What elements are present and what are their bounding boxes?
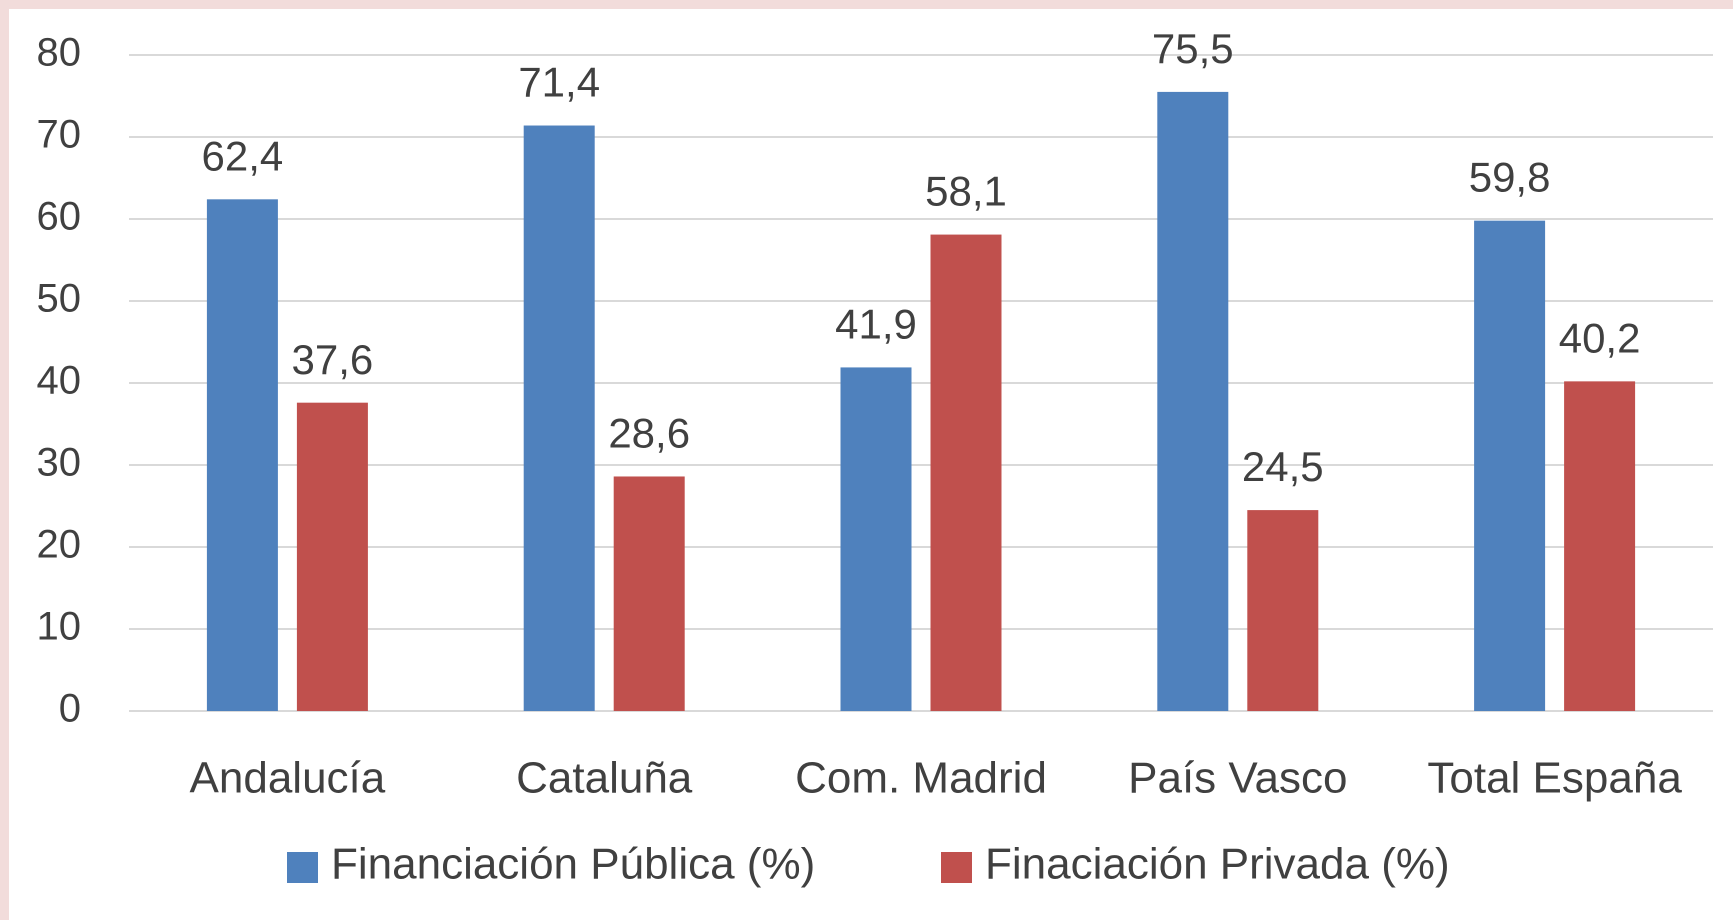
- x-tick-label: Com. Madrid: [795, 754, 1047, 803]
- bar: [613, 476, 685, 711]
- bar: [1247, 510, 1319, 711]
- bar: [1474, 220, 1546, 711]
- legend-label: Finaciación Privada (%): [985, 840, 1450, 889]
- y-tick-label: 40: [37, 359, 82, 403]
- data-label: 71,4: [518, 59, 600, 106]
- legend-label: Financiación Pública (%): [331, 840, 815, 889]
- y-tick-label: 80: [37, 31, 82, 75]
- bar: [296, 402, 368, 711]
- frame-top: [0, 0, 1733, 9]
- data-label: 37,6: [292, 336, 374, 383]
- data-label: 58,1: [925, 168, 1007, 215]
- data-label: 40,2: [1559, 314, 1641, 361]
- frame-left: [0, 0, 9, 920]
- y-tick-label: 20: [37, 523, 82, 567]
- data-label: 75,5: [1152, 25, 1234, 72]
- legend-swatch: [941, 852, 972, 883]
- y-tick-label: 50: [37, 277, 82, 321]
- x-tick-label: Andalucía: [190, 754, 386, 803]
- y-tick-label: 0: [59, 687, 81, 731]
- y-tick-label: 10: [37, 605, 82, 649]
- bar: [1157, 91, 1229, 711]
- data-label: 59,8: [1469, 154, 1551, 201]
- data-label: 24,5: [1242, 443, 1324, 490]
- x-tick-label: Total España: [1427, 754, 1682, 803]
- legend-swatch: [287, 852, 318, 883]
- bar: [840, 367, 912, 711]
- y-tick-label: 30: [37, 441, 82, 485]
- x-tick-label: País Vasco: [1128, 754, 1347, 803]
- data-label: 28,6: [608, 410, 690, 457]
- data-label: 41,9: [835, 301, 917, 348]
- bar: [930, 234, 1002, 711]
- bar: [206, 199, 278, 711]
- data-label: 62,4: [202, 132, 284, 179]
- bar: [523, 125, 595, 711]
- y-tick-label: 60: [37, 195, 82, 239]
- bar: [1564, 381, 1636, 711]
- x-tick-label: Cataluña: [516, 754, 693, 803]
- y-tick-label: 70: [37, 113, 82, 157]
